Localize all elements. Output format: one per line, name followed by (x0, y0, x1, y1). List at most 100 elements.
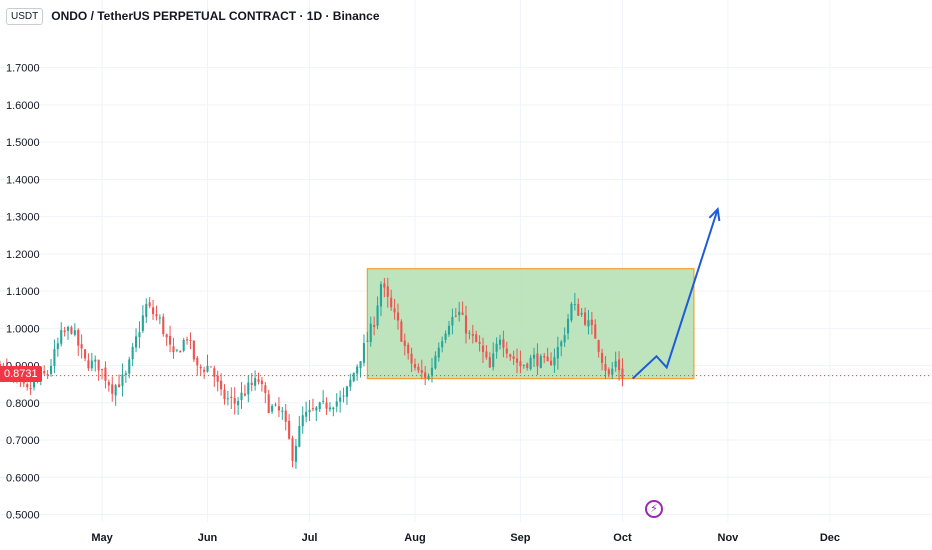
candle-body (26, 384, 29, 388)
y-tick-label: 0.7000 (6, 435, 40, 447)
candle-body (498, 339, 502, 345)
candle-body (301, 415, 304, 427)
candle-body (196, 357, 199, 366)
candle-body (390, 297, 393, 308)
candle-body (427, 375, 430, 380)
candle-body (271, 405, 274, 412)
candle-body (488, 357, 491, 368)
candle-body (206, 365, 209, 372)
candle-body (464, 315, 468, 334)
candle-body (420, 370, 423, 373)
candle-body (468, 332, 471, 334)
candle-body (373, 324, 376, 327)
y-tick-label: 1.0000 (6, 323, 40, 335)
x-tick-label: Oct (613, 532, 632, 544)
candle-body (209, 366, 212, 368)
candle-body (257, 379, 260, 382)
x-tick-label: Aug (404, 532, 425, 544)
candle-body (509, 354, 512, 357)
candle-body (376, 305, 379, 326)
candle-body (601, 352, 604, 364)
candle-body (203, 369, 206, 372)
candle-body (478, 342, 481, 344)
y-tick-label: 0.6000 (6, 472, 40, 484)
candle-body (580, 312, 583, 315)
candle-body (369, 323, 372, 342)
y-tick-label: 0.5000 (6, 510, 40, 522)
currency-badge[interactable]: USDT (6, 7, 44, 25)
candle-body (97, 359, 100, 371)
candle-body (107, 381, 110, 386)
candle-body (471, 334, 474, 336)
candle-body (325, 402, 328, 409)
candle-body (305, 411, 308, 417)
candle-body (417, 366, 420, 371)
candle-body (386, 286, 389, 297)
candle-body (53, 349, 56, 367)
grid-lines (0, 0, 932, 522)
candle-body (403, 340, 406, 346)
x-axis-labels: May Jun Jul Aug Sep Oct Nov Dec (91, 532, 840, 544)
candle-body (621, 368, 624, 379)
candle-body (532, 354, 536, 359)
candle-body (73, 330, 76, 335)
candle-body (539, 355, 542, 368)
candle-body (536, 353, 539, 367)
candle-body (128, 359, 131, 374)
candle-body (400, 321, 403, 342)
candle-body (124, 373, 127, 375)
candle-body (165, 334, 168, 338)
lightning-bolt-icon[interactable]: ⚡ (645, 500, 663, 518)
candle-body (458, 311, 461, 316)
candle-body (281, 410, 284, 412)
candle-body (434, 355, 437, 369)
candle-body (383, 283, 386, 288)
candle-body (495, 343, 498, 352)
candle-body (80, 344, 83, 349)
candle-body (199, 366, 202, 369)
y-tick-label: 1.6000 (6, 100, 40, 112)
x-tick-label: Dec (820, 532, 840, 544)
candle-body (556, 347, 559, 359)
x-tick-label: May (91, 532, 113, 544)
candle-body (447, 325, 451, 335)
candle-body (49, 365, 53, 375)
candle-body (356, 366, 359, 374)
candle-body (583, 312, 587, 325)
projection-arrow[interactable] (631, 208, 719, 380)
candle-body (233, 398, 236, 404)
candle-body (502, 339, 505, 348)
chart-header: USDT ONDO / TetherUS PERPETUAL CONTRACT … (6, 7, 380, 25)
candle-body (587, 320, 590, 327)
candle-body (492, 353, 495, 368)
candle-body (237, 400, 240, 406)
candle-body (614, 361, 617, 368)
candle-body (148, 302, 151, 307)
candle-body (308, 409, 311, 413)
candle-body (618, 359, 621, 371)
candle-body (345, 386, 349, 397)
candle-body (451, 316, 454, 326)
candle-body (437, 347, 440, 358)
candle-body (342, 395, 345, 397)
candle-body (141, 315, 144, 331)
symbol-title[interactable]: ONDO / TetherUS PERPETUAL CONTRACT · 1D … (51, 9, 380, 23)
candle-body (145, 304, 148, 317)
candle-body (328, 407, 331, 410)
candle-body (56, 343, 59, 350)
candle-body (63, 330, 66, 333)
candle-body (29, 388, 32, 390)
y-tick-label: 1.4000 (6, 174, 40, 186)
y-tick-label: 1.2000 (6, 249, 40, 261)
candle-body (573, 304, 576, 306)
candle-body (481, 345, 485, 353)
candle-body (611, 368, 614, 375)
candle-body (77, 329, 80, 346)
candle-body (254, 378, 257, 386)
candle-body (410, 353, 413, 364)
candle-body (175, 349, 178, 351)
y-axis-labels: 0.50000.60000.70000.80000.90001.00001.10… (6, 63, 40, 522)
candle-body (570, 303, 573, 321)
candle-body (138, 332, 141, 338)
